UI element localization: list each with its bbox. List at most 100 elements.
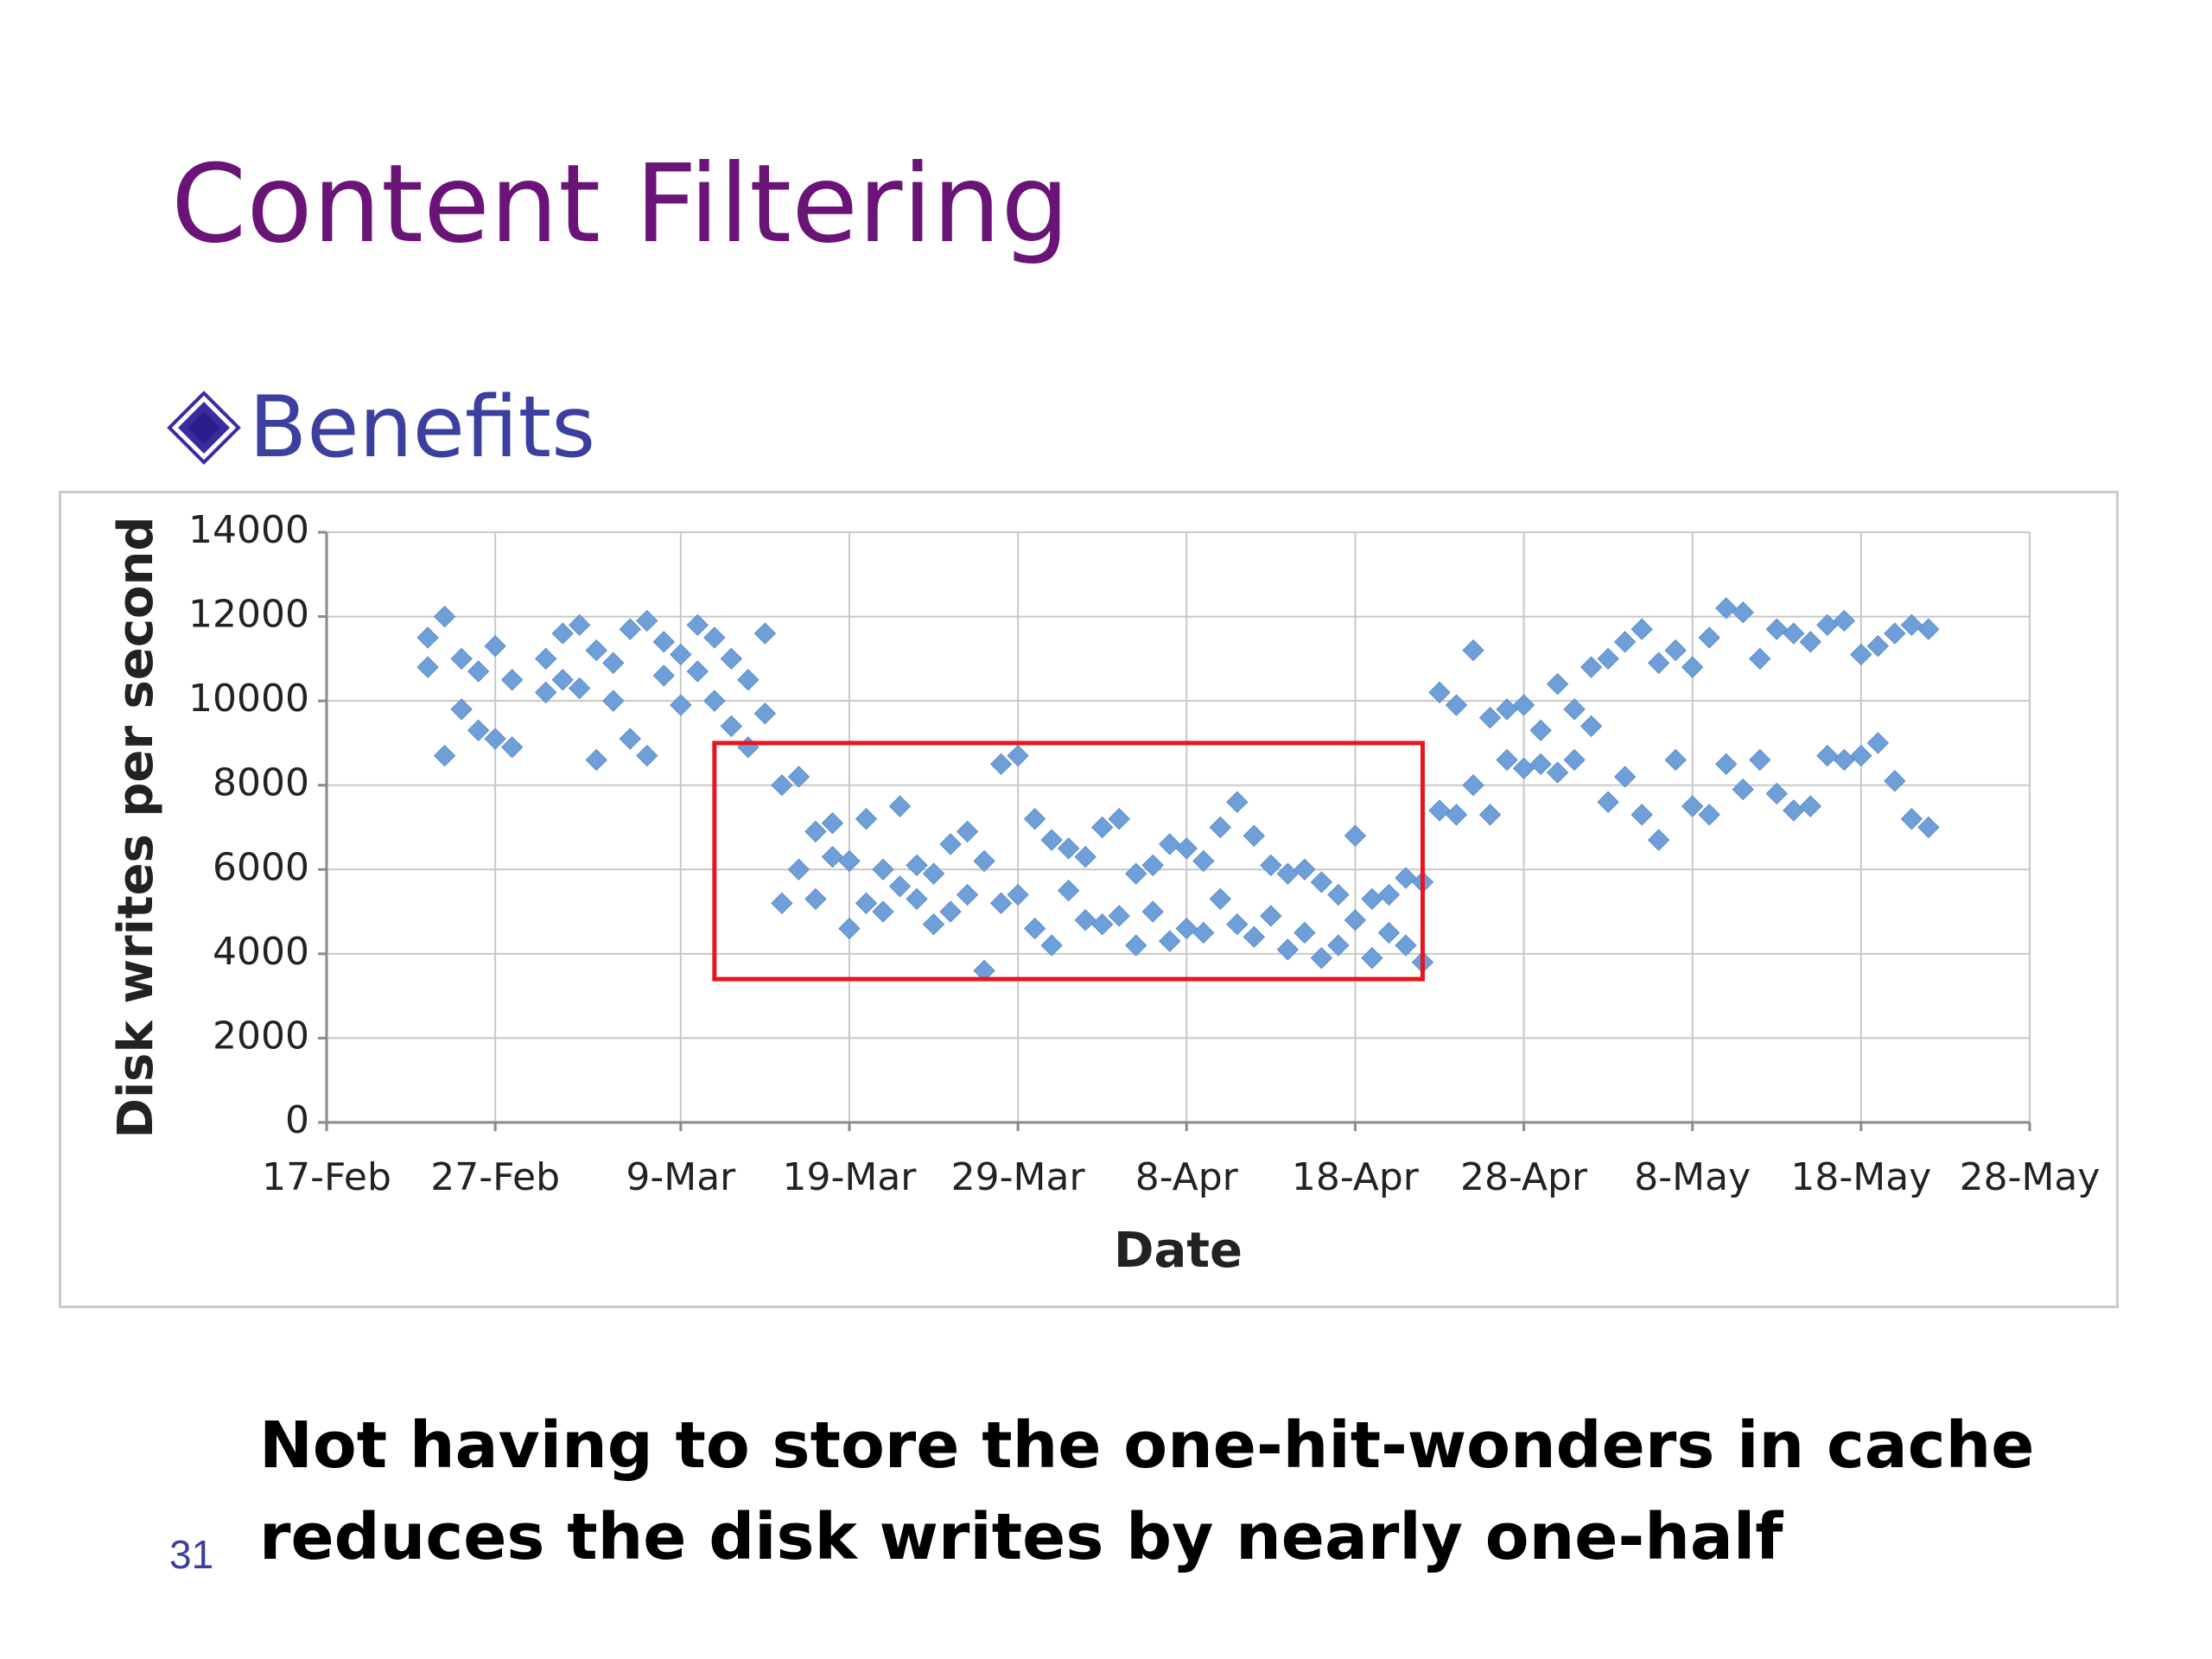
data-point — [1294, 858, 1316, 880]
data-point — [1462, 774, 1484, 797]
data-point — [1395, 867, 1417, 889]
data-point — [1192, 921, 1215, 944]
data-point — [939, 900, 962, 923]
data-point — [585, 639, 607, 662]
data-point — [1445, 694, 1468, 716]
data-point — [1226, 913, 1249, 936]
data-point — [1226, 791, 1249, 813]
y-tick-label: 14000 — [188, 508, 309, 552]
data-point — [720, 715, 743, 738]
data-point — [1209, 887, 1231, 911]
x-tick-label: 27-Feb — [430, 1155, 560, 1199]
x-tick-label: 19-Mar — [783, 1155, 918, 1199]
data-point — [1917, 618, 1940, 640]
data-point — [450, 647, 473, 671]
data-point — [939, 833, 962, 855]
data-point — [1765, 618, 1788, 640]
data-point — [1715, 597, 1738, 620]
data-point — [534, 647, 557, 671]
data-point — [1529, 719, 1552, 741]
data-point — [1125, 862, 1147, 885]
data-point — [1159, 930, 1181, 952]
data-point — [636, 744, 658, 767]
data-point — [1597, 791, 1619, 813]
data-point — [1260, 854, 1282, 877]
data-point — [1512, 694, 1535, 716]
data-point — [855, 808, 878, 830]
data-point — [1884, 622, 1906, 645]
data-point — [906, 854, 928, 877]
y-tick-label: 8000 — [213, 761, 309, 805]
data-point — [484, 635, 506, 658]
data-point — [1377, 921, 1401, 944]
x-tick-label: 28-May — [1960, 1155, 2101, 1199]
data-point — [1361, 887, 1383, 911]
data-point — [1478, 804, 1502, 826]
data-point — [1732, 601, 1754, 624]
data-point — [416, 626, 439, 649]
data-point — [1866, 732, 1890, 754]
data-point — [1108, 905, 1130, 927]
x-tick-label: 17-Feb — [262, 1155, 391, 1199]
data-point — [652, 631, 676, 653]
data-point — [771, 892, 793, 915]
data-point — [703, 690, 726, 712]
x-tick-label: 8-Apr — [1135, 1155, 1239, 1199]
data-point — [686, 660, 709, 683]
data-point — [1900, 613, 1923, 637]
data-point — [602, 652, 625, 674]
y-tick-label: 4000 — [213, 930, 309, 974]
data-point — [1090, 913, 1114, 936]
data-point — [989, 753, 1013, 776]
data-point — [1546, 761, 1569, 784]
x-tick-label: 29-Mar — [951, 1155, 1086, 1199]
y-tick-label: 2000 — [213, 1014, 309, 1058]
data-point — [551, 622, 574, 645]
data-point — [1294, 921, 1316, 944]
data-point — [1783, 622, 1805, 645]
data-point — [1496, 748, 1518, 772]
data-point — [720, 647, 743, 671]
data-point — [956, 820, 979, 843]
data-point — [1917, 816, 1940, 839]
data-point — [619, 728, 641, 750]
data-point — [1057, 879, 1080, 902]
data-point — [1732, 778, 1754, 801]
data-point — [1546, 672, 1569, 696]
y-tick-label: 0 — [285, 1098, 309, 1142]
data-point — [1141, 854, 1164, 877]
x-tick-label: 9-Mar — [626, 1155, 736, 1199]
data-point — [1799, 795, 1822, 817]
data-point — [1175, 917, 1198, 940]
data-point — [1192, 849, 1215, 873]
data-point — [1580, 715, 1603, 738]
data-point — [1023, 808, 1046, 830]
data-point — [1749, 748, 1771, 772]
data-point — [821, 845, 844, 868]
data-point — [753, 622, 777, 645]
data-point — [433, 744, 456, 767]
data-point — [1074, 845, 1096, 868]
data-point — [1664, 639, 1687, 662]
data-point — [855, 892, 878, 915]
data-point — [670, 694, 692, 716]
x-tick-label: 28-Apr — [1460, 1155, 1588, 1199]
data-point — [1327, 883, 1350, 906]
data-point — [1310, 871, 1333, 893]
data-point — [1850, 744, 1872, 767]
data-point — [1395, 934, 1417, 957]
data-point — [602, 690, 625, 712]
chart-frame: 0 2000 4000 6000 8000 10000 12000 14000 17-Feb 27… — [59, 491, 2119, 1308]
data-point — [703, 626, 726, 649]
data-point — [1243, 925, 1266, 949]
data-point — [771, 774, 793, 797]
data-point — [1276, 938, 1300, 961]
data-point — [838, 849, 861, 873]
data-point — [1816, 613, 1839, 637]
data-point — [1209, 816, 1231, 839]
data-point — [1040, 829, 1063, 851]
data-point — [1749, 647, 1771, 671]
data-point — [922, 862, 945, 885]
y-tick-label: 12000 — [188, 593, 309, 637]
data-point — [1007, 744, 1029, 767]
